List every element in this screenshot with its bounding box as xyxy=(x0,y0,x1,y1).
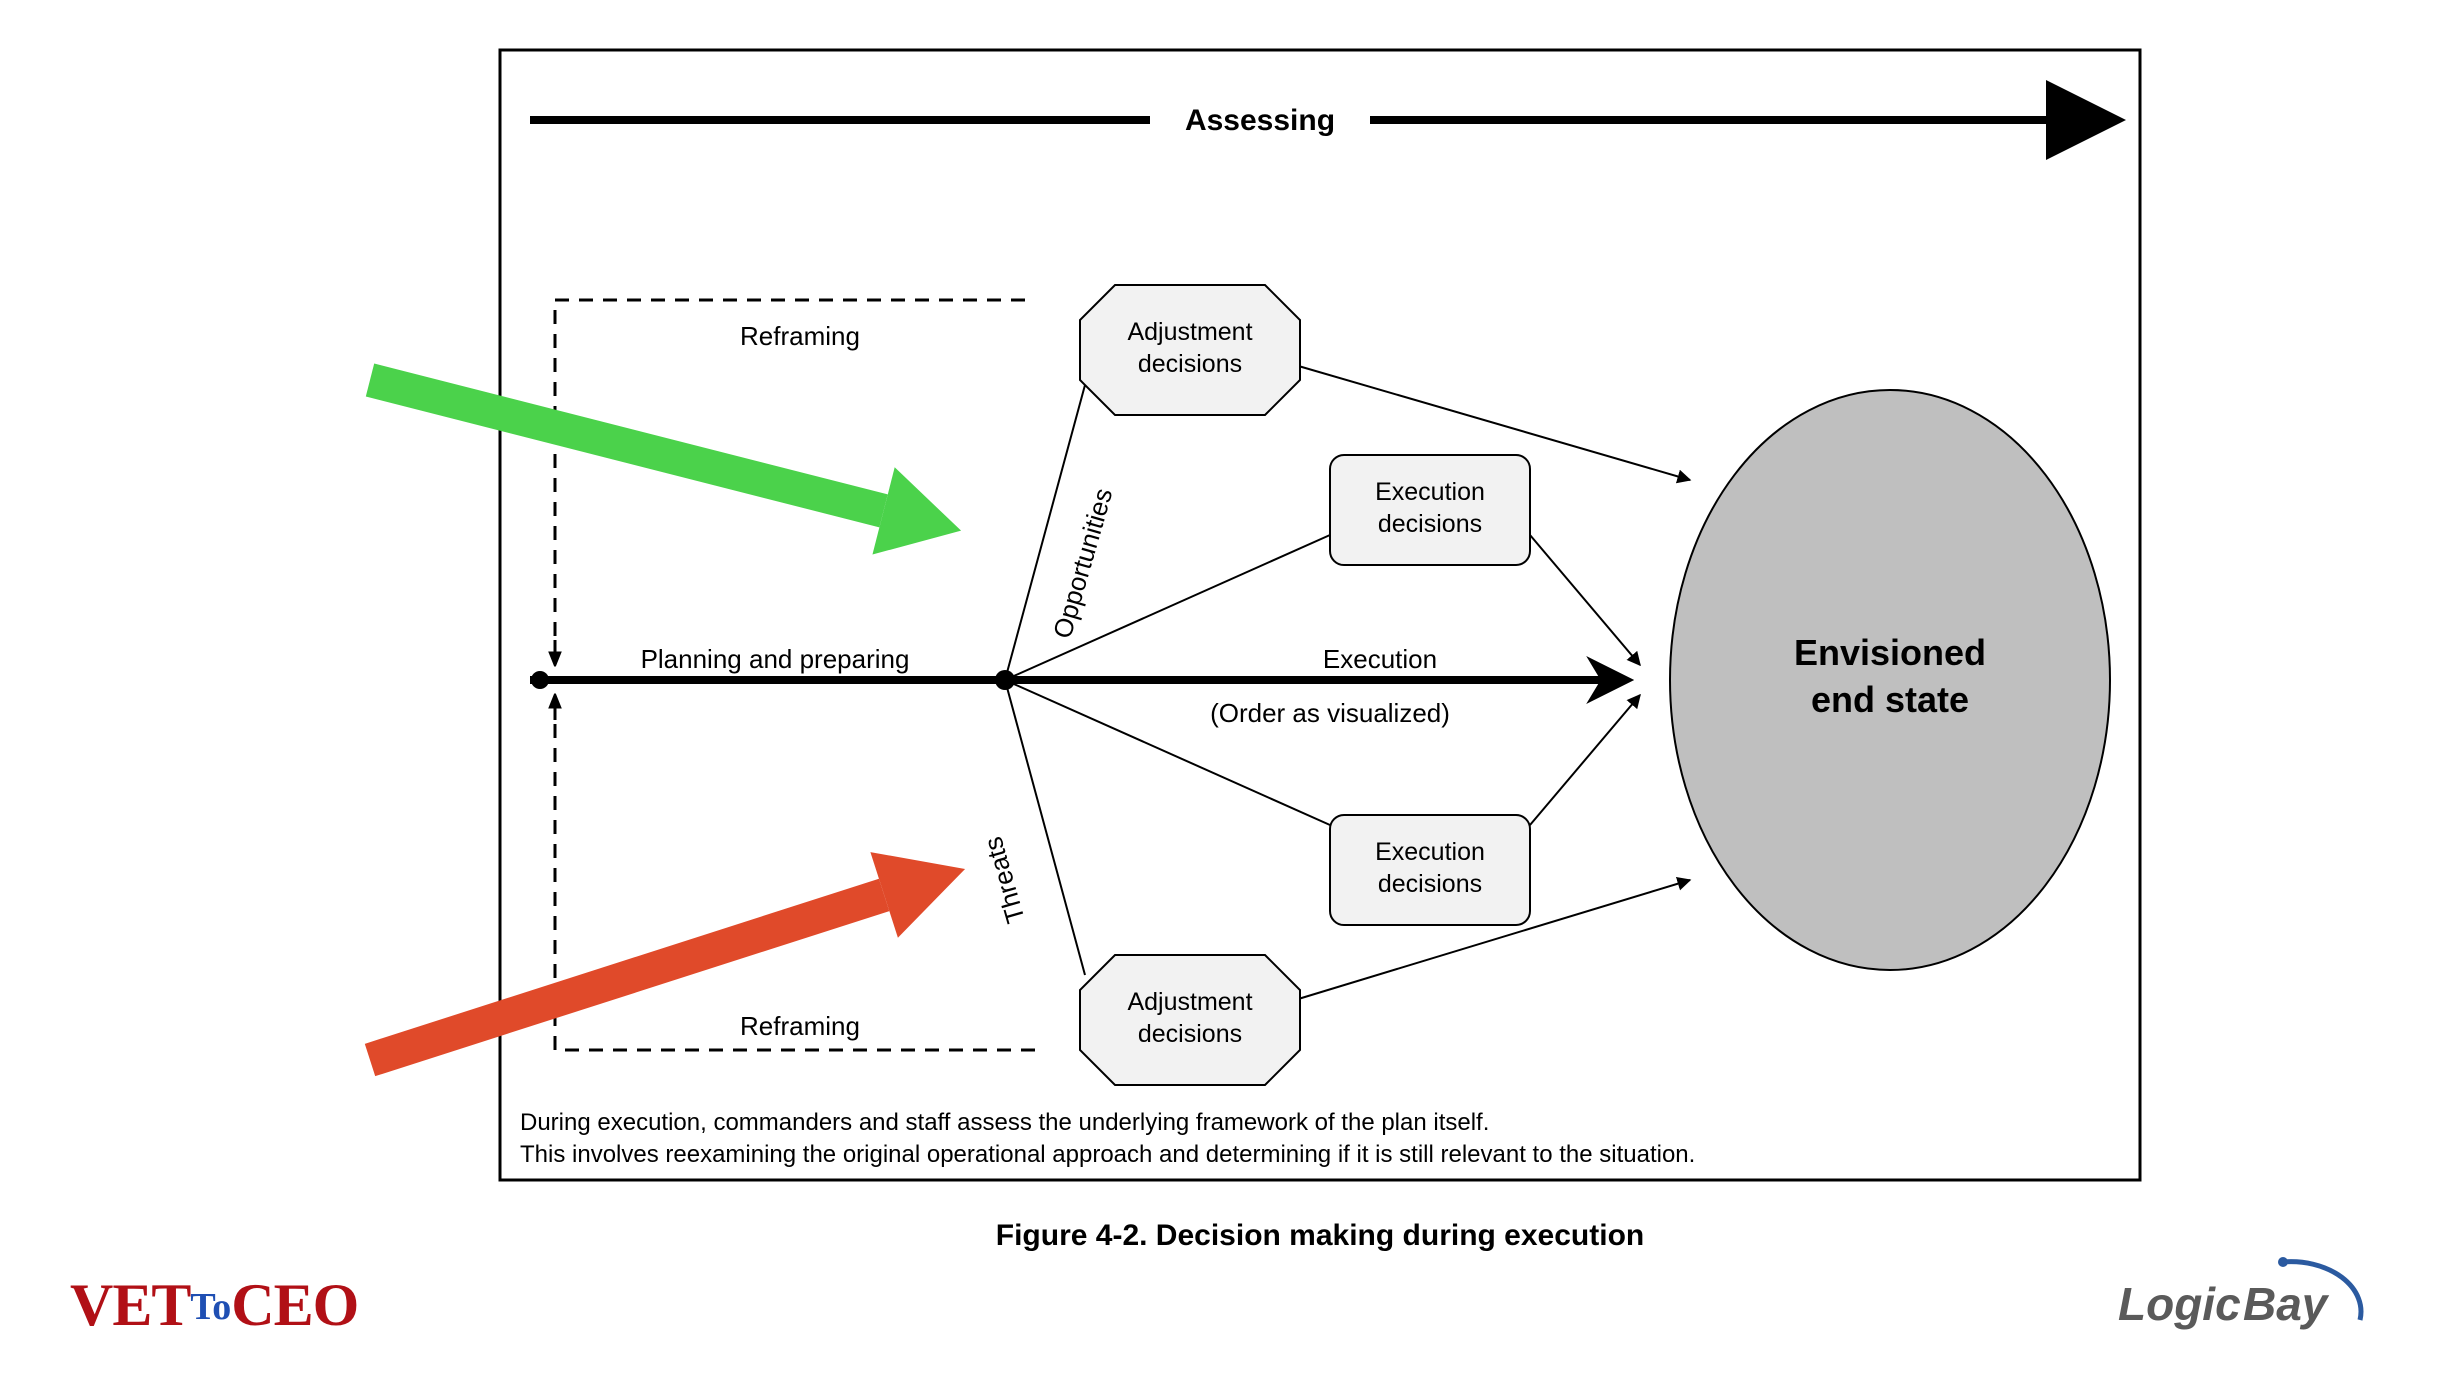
adjustment-decisions-bottom: Adjustment decisions xyxy=(1080,955,1300,1085)
execution-decisions-top: Execution decisions xyxy=(1330,455,1530,565)
envisioned-end-state: Envisioned end state xyxy=(1670,390,2110,970)
svg-text:Execution: Execution xyxy=(1375,838,1485,866)
reframing-bottom-label: Reframing xyxy=(740,1011,860,1041)
red-callout-arrow xyxy=(356,826,979,1103)
svg-text:Logic: Logic xyxy=(2118,1278,2241,1330)
logicbay-logo: Logic Bay xyxy=(2108,1250,2368,1340)
svg-text:Adjustment: Adjustment xyxy=(1127,318,1252,346)
reframing-dashed-bottom xyxy=(555,700,1035,1050)
vettoceo-logo: VETToCEO xyxy=(70,1271,358,1340)
svg-text:end state: end state xyxy=(1811,679,1969,720)
svg-text:decisions: decisions xyxy=(1138,1020,1242,1048)
svg-text:Execution: Execution xyxy=(1375,478,1485,506)
threats-label: Threats xyxy=(978,834,1031,927)
reframing-top-label: Reframing xyxy=(740,321,860,351)
planning-label: Planning and preparing xyxy=(641,644,910,674)
assessing-label: Assessing xyxy=(1185,104,1335,137)
svg-text:decisions: decisions xyxy=(1138,350,1242,378)
logo-vet: VET xyxy=(70,1272,190,1338)
svg-text:decisions: decisions xyxy=(1378,870,1482,898)
footnote-line1: During execution, commanders and staff a… xyxy=(520,1109,1489,1136)
svg-text:Envisioned: Envisioned xyxy=(1794,632,1986,673)
diagram-svg: Assessing Reframing Reframing Planning a… xyxy=(0,0,2448,1380)
svg-text:Adjustment: Adjustment xyxy=(1127,988,1252,1016)
edge-exe-bot-end xyxy=(1530,695,1640,825)
footnote-line2: This involves reexamining the original o… xyxy=(520,1141,1695,1168)
logo-to: To xyxy=(190,1286,231,1328)
green-callout-arrow xyxy=(359,336,972,574)
opportunities-label: Opportunities xyxy=(1047,485,1118,642)
svg-text:decisions: decisions xyxy=(1378,510,1482,538)
slide: Assessing Reframing Reframing Planning a… xyxy=(0,0,2448,1380)
execution-decisions-bottom: Execution decisions xyxy=(1330,815,1530,925)
logo-ceo: CEO xyxy=(231,1272,358,1338)
edge-exe-top-end xyxy=(1530,535,1640,665)
figure-caption: Figure 4-2. Decision making during execu… xyxy=(996,1219,1644,1252)
order-visualized-label: (Order as visualized) xyxy=(1210,698,1450,728)
execution-label: Execution xyxy=(1323,644,1437,674)
svg-text:Bay: Bay xyxy=(2243,1278,2330,1330)
adjustment-decisions-top: Adjustment decisions xyxy=(1080,285,1300,415)
